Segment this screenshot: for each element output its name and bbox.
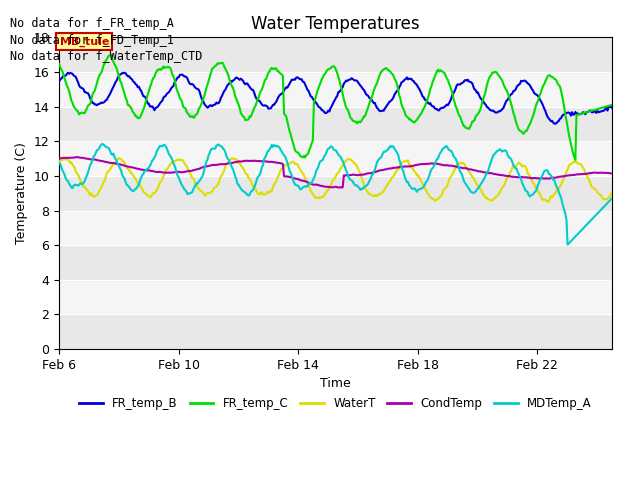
Bar [59,141,612,176]
Bar [59,245,612,280]
Bar [59,37,612,72]
Text: No data for f_FR_temp_A: No data for f_FR_temp_A [10,17,173,30]
Text: No data for f_WaterTemp_CTD: No data for f_WaterTemp_CTD [10,50,202,63]
Title: Water Temperatures: Water Temperatures [252,15,420,33]
Legend: FR_temp_B, FR_temp_C, WaterT, CondTemp, MDTemp_A: FR_temp_B, FR_temp_C, WaterT, CondTemp, … [74,393,596,415]
Bar [59,280,612,314]
Bar [59,314,612,349]
Text: No data for f_FD_Temp_1: No data for f_FD_Temp_1 [10,34,173,47]
Bar [59,107,612,141]
Bar [59,176,612,211]
X-axis label: Time: Time [320,377,351,390]
Text: MB_tule: MB_tule [60,36,109,47]
Bar [59,211,612,245]
Y-axis label: Temperature (C): Temperature (C) [15,142,28,244]
Bar [59,72,612,107]
